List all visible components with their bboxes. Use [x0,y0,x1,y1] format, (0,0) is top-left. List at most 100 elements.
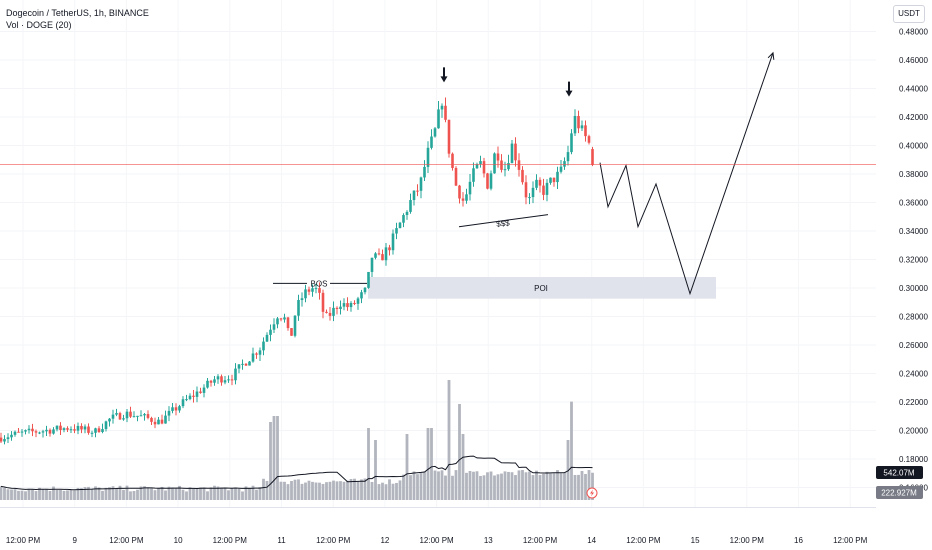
volume-bar [346,480,349,500]
candle-body [514,143,517,161]
currency-button[interactable]: USDT [893,5,925,23]
volume-bar [178,485,181,500]
candle-body [83,426,87,430]
volume-bar [10,489,13,500]
volume-bar [577,474,580,500]
candle-body [3,439,6,442]
candle-body [321,292,325,312]
candle-body [125,411,129,419]
price-tick: 0.44000 [899,84,928,93]
volume-bar [342,481,346,500]
volume-bar [139,486,143,500]
candle-body [381,254,384,261]
candle-body [171,407,174,411]
candle-body [510,143,514,164]
candle-body [199,391,202,393]
price-tick: 0.30000 [899,284,928,293]
volume-bar [111,486,115,500]
volume-bar [510,472,514,500]
volume-bar [76,487,80,500]
volume-bar [59,489,62,500]
volume-bar [426,428,430,500]
volume-bar [272,416,276,500]
candle-body [237,364,241,369]
grid [0,30,876,488]
volume-indicator-title[interactable]: Vol · DOGE (20) [6,20,72,30]
symbol-title[interactable]: Dogecoin / TetherUS, 1h, BINANCE [6,8,149,18]
poi-zone [368,277,716,299]
candle-body [545,182,549,195]
volume-ma [0,455,593,491]
volume-bar [503,471,507,500]
volume-bar [318,482,321,500]
volume-bar [465,472,468,500]
volume-bar [115,488,118,500]
volume-bar [580,470,584,500]
candle-body [202,387,206,393]
time-tick: 12:00 PM [523,536,558,545]
volume-bar [237,488,241,500]
time-tick: 14 [587,536,596,545]
candle-body [454,167,458,186]
volume-bar [122,489,125,500]
price-tick: 0.48000 [899,27,928,36]
volume-bar [500,473,503,500]
volume-bar [17,490,20,500]
poi-box [368,277,716,299]
candle-body [395,228,398,234]
volume-bar [531,475,535,500]
volume-bar [223,488,227,500]
candle-body [493,153,496,174]
volume-bar [164,490,167,500]
volume-bar [31,489,34,500]
candle-body [430,136,433,148]
volume-bar [472,471,475,500]
volume-bar [570,401,573,500]
volume-bar [573,474,577,500]
price-tick: 0.42000 [899,113,928,122]
volume-bar [244,486,248,500]
candle-body [437,109,440,129]
candle-body [489,173,493,189]
volume-bar [311,481,314,500]
volume-bar [416,474,419,500]
volume-bar [489,471,493,500]
candle-body [479,161,482,165]
volume-bar [482,475,486,500]
volume-bar [157,488,160,500]
candle-body [227,379,230,381]
volume-bar [52,486,55,500]
volume-bar [199,487,202,500]
volume-bar [181,489,185,500]
volume-bar [265,480,269,500]
candle-body [132,416,136,418]
volume-bar [150,488,153,500]
volume-bar [545,471,549,500]
volume-bar [0,486,3,500]
candle-body [206,380,209,388]
volume-bar [451,475,454,500]
candle-body [549,177,552,183]
volume-bar [220,487,223,500]
candle-body [192,395,195,397]
volume-bar [34,491,38,500]
candle-body [524,182,528,198]
candle-body [248,361,251,366]
candle-body [451,153,454,168]
candle-body [552,177,556,183]
candle-body [80,425,83,430]
candle-body [10,434,13,438]
candle-body [566,152,570,162]
price-tick: 0.34000 [899,227,928,236]
volume-bar [251,485,255,500]
candle-body [283,317,286,320]
volume-bar [458,404,461,500]
candle-body [556,171,559,183]
poi-label: POI [534,284,548,293]
price-tick: 0.22000 [899,398,928,407]
volume-bar [192,488,195,500]
volume-bar [209,487,213,500]
volume-bar [461,434,465,500]
volume-bar [171,487,174,500]
